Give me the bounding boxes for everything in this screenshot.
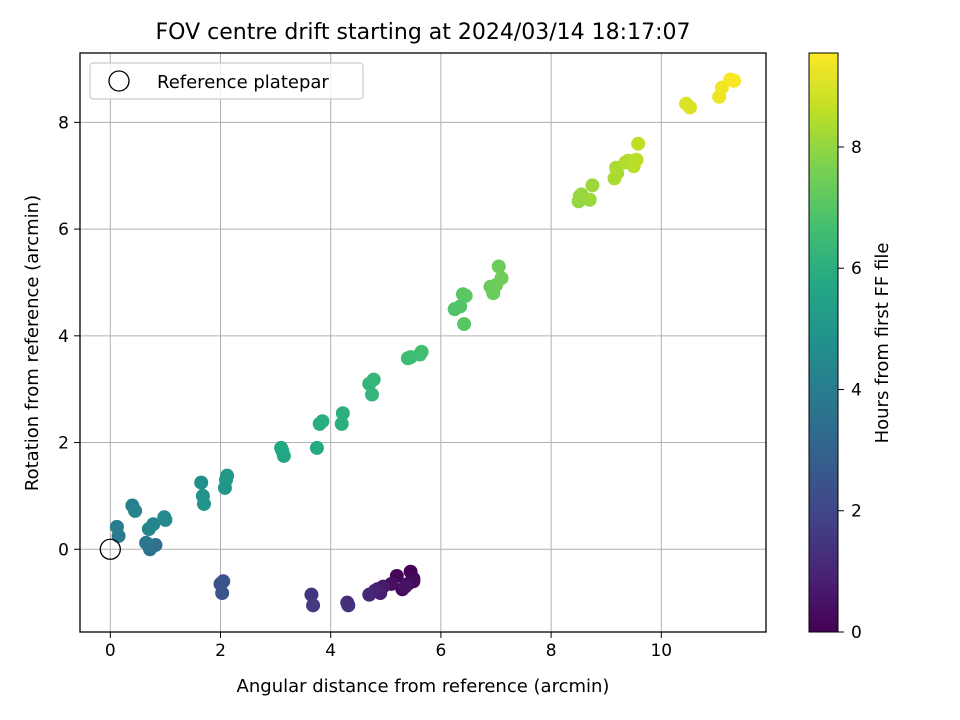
y-tick-label: 8	[58, 113, 69, 133]
x-axis-label: Angular distance from reference (arcmin)	[237, 676, 610, 697]
scatter-point	[275, 443, 290, 458]
colorbar-tick-label: 6	[851, 259, 862, 279]
legend-entry-reference-platepar: Reference platepar	[157, 72, 329, 93]
legend-box	[89, 62, 364, 100]
colorbar	[808, 52, 839, 633]
scatter-point	[366, 372, 381, 387]
scatter-point	[453, 299, 468, 314]
scatter-point	[458, 288, 473, 303]
scatter-point	[682, 100, 697, 115]
reference-marker	[99, 538, 121, 560]
x-tick-label: 0	[105, 641, 116, 661]
scatter-point	[220, 468, 235, 483]
scatter-point	[306, 598, 321, 613]
y-tick-label: 2	[58, 434, 69, 454]
scatter-point	[128, 503, 143, 518]
colorbar-tick-label: 8	[851, 138, 862, 158]
scatter-point	[631, 136, 646, 151]
legend: Reference platepar	[89, 62, 364, 100]
scatter-point	[398, 579, 413, 594]
x-axis-ticks: 0 2 4 6 8 10	[105, 632, 672, 661]
data-points	[109, 72, 742, 613]
scatter-point	[304, 587, 319, 602]
x-tick-label: 4	[325, 641, 336, 661]
colorbar-tick-label: 4	[851, 380, 862, 400]
scatter-point	[309, 440, 324, 455]
x-tick-label: 8	[546, 641, 557, 661]
scatter-point	[315, 414, 330, 429]
scatter-point	[341, 598, 356, 613]
reference-point	[99, 538, 121, 560]
scatter-point	[215, 586, 230, 601]
scatter-point	[457, 317, 472, 332]
scatter-point	[194, 475, 209, 490]
colorbar-tick-label: 0	[851, 623, 862, 643]
scatter-point	[362, 587, 377, 602]
colorbar-tick-label: 2	[851, 502, 862, 522]
legend-marker-open-circle	[108, 70, 130, 92]
scatter-point	[216, 574, 231, 589]
scatter-point	[585, 178, 600, 193]
scatter-point	[139, 535, 154, 550]
y-tick-label: 0	[58, 540, 69, 560]
plot-frame	[79, 52, 767, 633]
scatter-point	[158, 512, 173, 527]
scatter-point	[491, 259, 506, 274]
chart-title: FOV centre drift starting at 2024/03/14 …	[156, 20, 691, 45]
scatter-point	[582, 192, 597, 207]
scatter-point	[334, 416, 349, 431]
scatter-point	[494, 271, 509, 286]
x-tick-label: 10	[650, 641, 672, 661]
y-tick-label: 6	[58, 220, 69, 240]
x-tick-label: 2	[215, 641, 226, 661]
colorbar-ticks: 0 2 4 6 8	[838, 138, 862, 643]
colorbar-label: Hours from first FF file	[872, 243, 893, 444]
grid	[80, 53, 766, 632]
y-tick-label: 4	[58, 327, 69, 347]
y-axis-ticks: 0 2 4 6 8	[58, 113, 80, 560]
scatter-point	[727, 73, 742, 88]
scatter-point	[335, 406, 350, 421]
scatter-point	[146, 517, 161, 532]
scatter-point	[412, 347, 427, 362]
scatter-point	[109, 519, 124, 534]
scatter-point	[196, 496, 211, 511]
scatter-point	[629, 152, 644, 167]
scatter-point	[365, 387, 380, 402]
x-tick-label: 6	[435, 641, 446, 661]
y-axis-label: Rotation from reference (arcmin)	[22, 195, 43, 491]
scatter-point	[610, 166, 625, 181]
